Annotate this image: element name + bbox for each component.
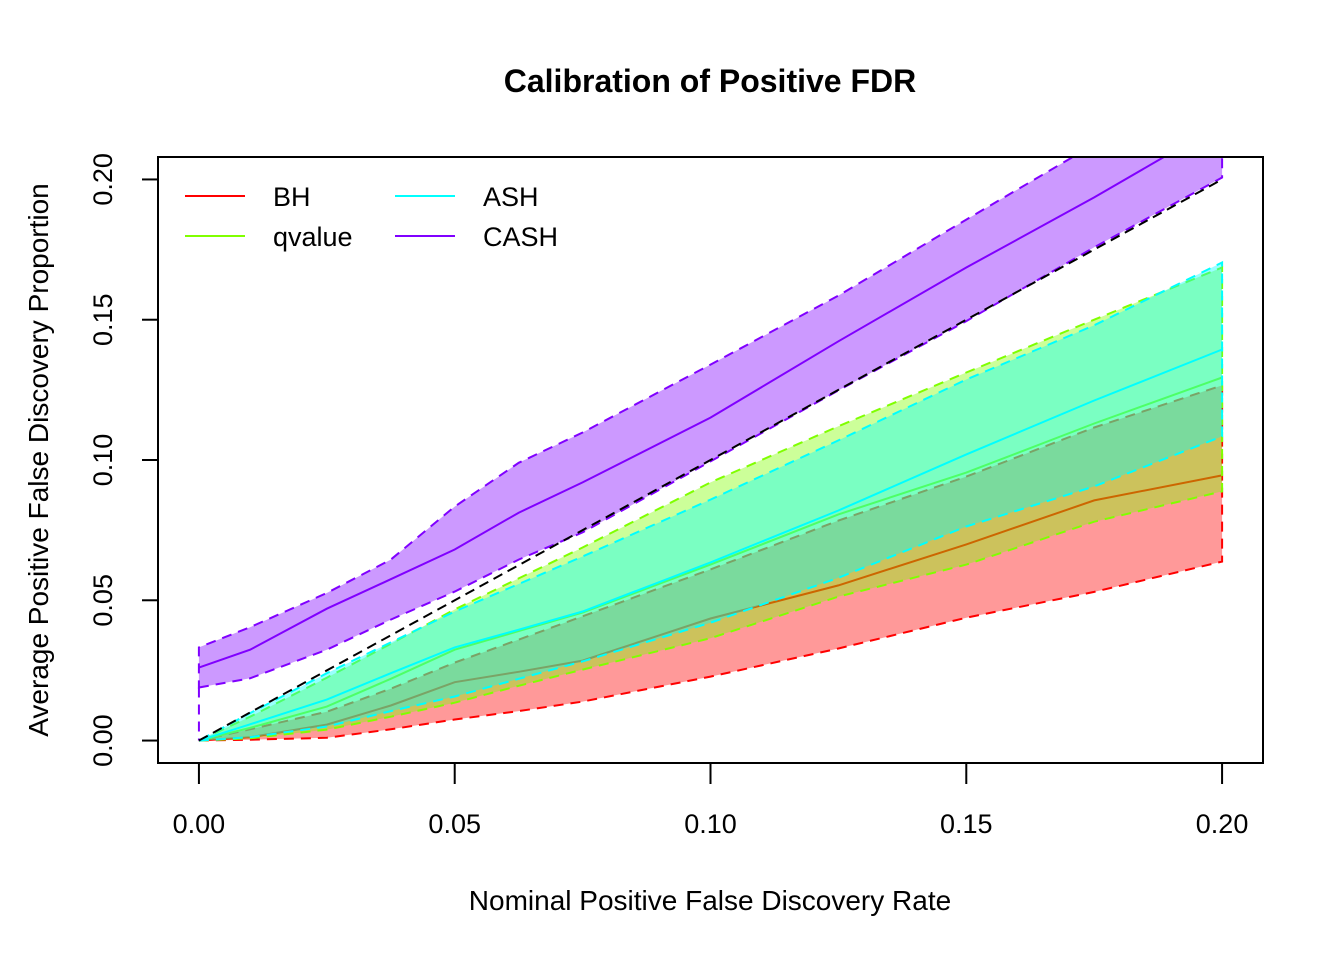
y-tick-label: 0.15 [88,293,118,346]
qvalue-mean-line [198,376,1223,742]
y-tick-label: 0.05 [88,574,118,627]
x-tick-label: 0.00 [173,809,226,839]
ash-confidence-band [198,260,1224,742]
x-tick-label: 0.10 [684,809,737,839]
x-axis-label: Nominal Positive False Discovery Rate [469,885,951,916]
bh-mean-line [198,474,1223,742]
legend-item-qvalue: qvalue [185,222,353,252]
legend-label: ASH [483,182,539,212]
y-axis: 0.00 0.05 0.10 0.15 0.20 [88,153,159,767]
y-axis-label: Average Positive False Discovery Proport… [23,183,54,737]
legend-item-ash: ASH [395,182,539,212]
cash-confidence-band [197,157,1224,689]
chart-title: Calibration of Positive FDR [504,63,916,99]
legend-label: qvalue [273,222,353,252]
cash-mean-line [198,157,1166,669]
x-tick-label: 0.15 [940,809,993,839]
identity-reference-line [198,178,1223,742]
series-ash [198,260,1224,742]
series-cash [197,157,1224,741]
y-tick-label: 0.00 [88,714,118,767]
legend-label: BH [273,182,311,212]
legend: BH qvalue ASH CASH [185,182,558,252]
y-tick-label: 0.20 [88,153,118,206]
series-qvalue [198,266,1224,742]
legend-label: CASH [483,222,558,252]
x-tick-label: 0.20 [1196,809,1249,839]
x-tick-label: 0.05 [428,809,481,839]
legend-item-cash: CASH [395,222,558,252]
qvalue-confidence-band [198,266,1224,742]
legend-item-bh: BH [185,182,311,212]
x-axis: 0.00 0.05 0.10 0.15 0.20 [173,762,1249,839]
plot-area [197,157,1224,742]
y-tick-label: 0.10 [88,434,118,487]
ash-mean-line [198,348,1223,742]
